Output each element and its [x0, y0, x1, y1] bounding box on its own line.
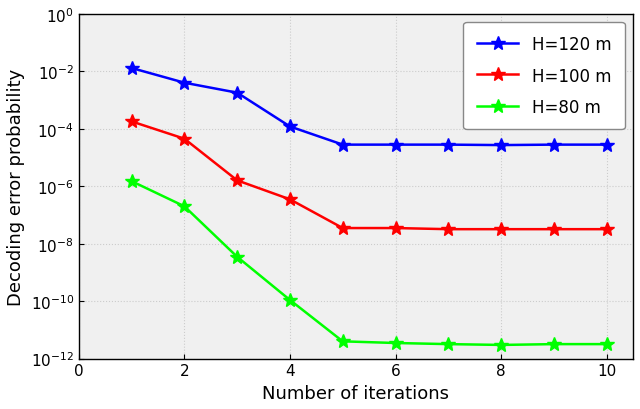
Y-axis label: Decoding error probability: Decoding error probability — [7, 68, 25, 305]
H=100 m — [234, 178, 241, 183]
H=100 m — [286, 198, 294, 202]
H=80 m — [128, 179, 136, 184]
H=80 m — [444, 342, 452, 347]
H=120 m — [339, 143, 347, 148]
H=120 m — [497, 143, 505, 148]
H=80 m — [234, 255, 241, 260]
H=100 m — [550, 227, 557, 232]
Legend: H=120 m, H=100 m, H=80 m: H=120 m, H=100 m, H=80 m — [463, 23, 625, 130]
H=120 m — [603, 143, 611, 148]
H=100 m — [339, 226, 347, 231]
H=120 m — [286, 125, 294, 130]
H=80 m — [286, 298, 294, 303]
H=100 m — [497, 227, 505, 232]
H=120 m — [550, 143, 557, 148]
H=120 m — [234, 91, 241, 96]
H=120 m — [128, 66, 136, 71]
H=100 m — [444, 227, 452, 232]
H=100 m — [603, 227, 611, 232]
H=120 m — [180, 81, 188, 86]
H=80 m — [497, 343, 505, 348]
H=120 m — [444, 143, 452, 148]
H=80 m — [550, 342, 557, 347]
H=80 m — [180, 204, 188, 209]
X-axis label: Number of iterations: Number of iterations — [262, 384, 449, 402]
H=100 m — [180, 137, 188, 142]
H=100 m — [392, 226, 399, 231]
H=100 m — [128, 120, 136, 125]
Line: H=100 m: H=100 m — [125, 115, 614, 236]
Line: H=80 m: H=80 m — [125, 175, 614, 352]
H=120 m — [392, 143, 399, 148]
H=80 m — [339, 339, 347, 344]
Line: H=120 m: H=120 m — [125, 62, 614, 153]
H=80 m — [392, 341, 399, 346]
H=80 m — [603, 342, 611, 347]
